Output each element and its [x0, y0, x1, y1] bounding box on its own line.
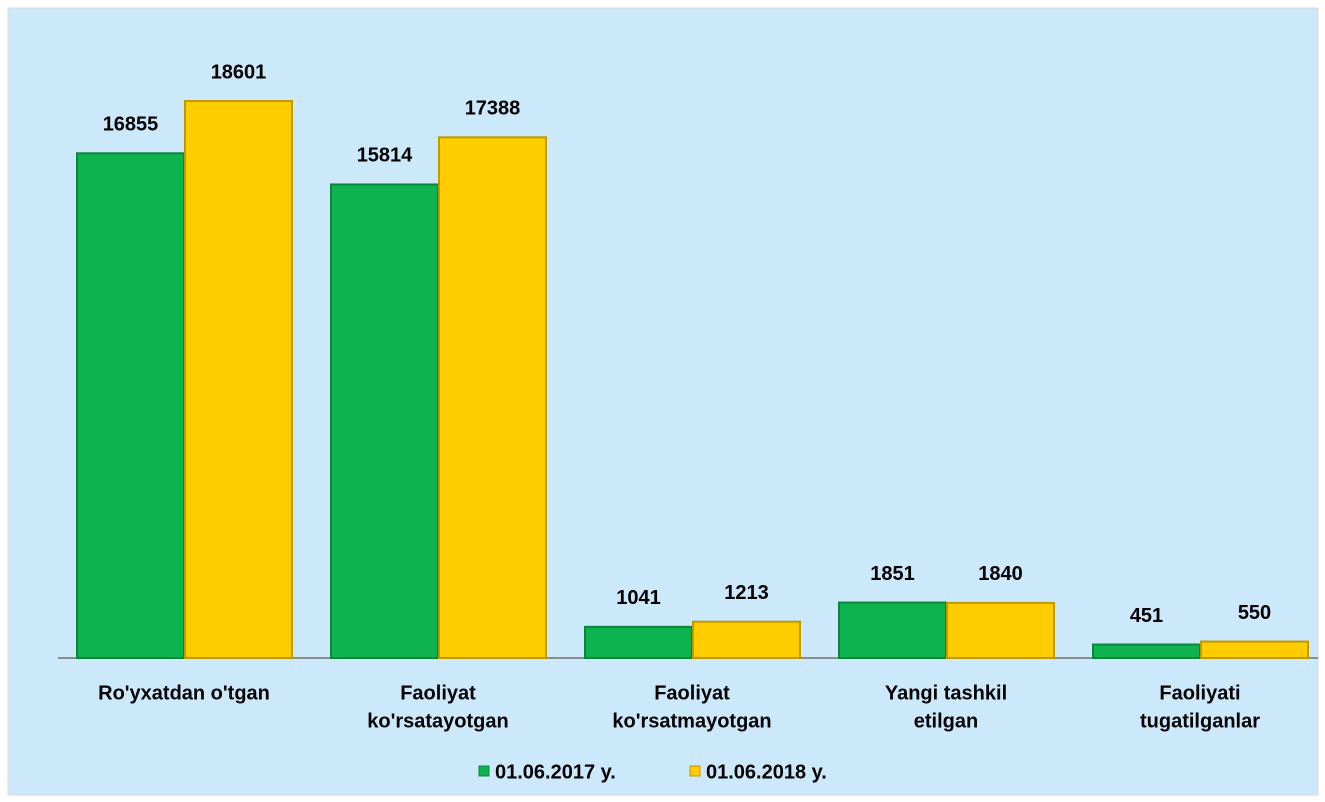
bar — [1200, 640, 1309, 660]
x-tick-label: ko'rsatayotgan — [367, 710, 508, 732]
data-label: 18601 — [211, 61, 267, 83]
x-tick-label: etilgan — [914, 710, 978, 732]
x-tick-label: Faoliyat — [654, 682, 730, 704]
data-label: 1840 — [978, 563, 1023, 585]
bar — [438, 136, 547, 660]
legend-label: 01.06.2018 y. — [706, 761, 827, 783]
data-label: 17388 — [465, 98, 521, 120]
x-tick-label: Yangi tashkil — [885, 682, 1007, 704]
bar — [76, 152, 185, 659]
data-label: 15814 — [357, 145, 413, 167]
x-tick-label: ko'rsatmayotgan — [612, 710, 771, 732]
bar — [1092, 643, 1201, 660]
bar — [584, 625, 693, 659]
legend-label: 01.06.2017 y. — [495, 761, 616, 783]
bar — [692, 620, 801, 660]
x-tick-label: Ro'yxatdan o'tgan — [98, 682, 270, 704]
data-label: 1041 — [616, 587, 661, 609]
bar — [838, 601, 947, 660]
data-label: 16855 — [103, 114, 159, 136]
data-label: 1213 — [724, 582, 769, 604]
x-tick-label: Faoliyat — [400, 682, 476, 704]
x-tick-label: Faoliyati — [1159, 682, 1240, 704]
legend-swatch — [689, 765, 701, 777]
data-label: 550 — [1238, 602, 1271, 624]
data-label: 1851 — [870, 563, 915, 585]
bar — [330, 183, 439, 659]
bar — [184, 100, 293, 659]
x-tick-label: tugatilganlar — [1140, 710, 1260, 732]
data-label: 451 — [1130, 605, 1163, 627]
legend-swatch — [478, 765, 490, 777]
bar — [946, 601, 1055, 660]
